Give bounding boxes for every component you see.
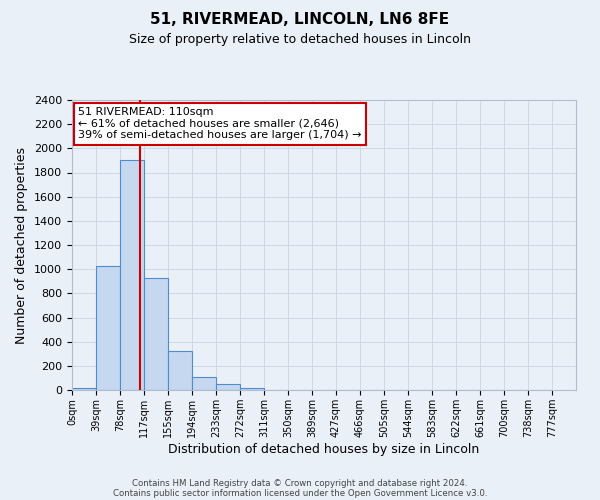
Y-axis label: Number of detached properties: Number of detached properties bbox=[16, 146, 28, 344]
Text: 51 RIVERMEAD: 110sqm
← 61% of detached houses are smaller (2,646)
39% of semi-de: 51 RIVERMEAD: 110sqm ← 61% of detached h… bbox=[78, 108, 362, 140]
Bar bbox=[168, 352, 192, 390]
Text: Size of property relative to detached houses in Lincoln: Size of property relative to detached ho… bbox=[129, 32, 471, 46]
Bar bbox=[120, 160, 144, 390]
Text: Contains public sector information licensed under the Open Government Licence v3: Contains public sector information licen… bbox=[113, 488, 487, 498]
Bar bbox=[144, 278, 168, 390]
Bar bbox=[96, 266, 120, 390]
Bar bbox=[216, 384, 240, 390]
X-axis label: Distribution of detached houses by size in Lincoln: Distribution of detached houses by size … bbox=[169, 442, 479, 456]
Bar bbox=[240, 388, 264, 390]
Bar bbox=[192, 376, 216, 390]
Bar bbox=[72, 388, 96, 390]
Text: Contains HM Land Registry data © Crown copyright and database right 2024.: Contains HM Land Registry data © Crown c… bbox=[132, 478, 468, 488]
Text: 51, RIVERMEAD, LINCOLN, LN6 8FE: 51, RIVERMEAD, LINCOLN, LN6 8FE bbox=[151, 12, 449, 28]
